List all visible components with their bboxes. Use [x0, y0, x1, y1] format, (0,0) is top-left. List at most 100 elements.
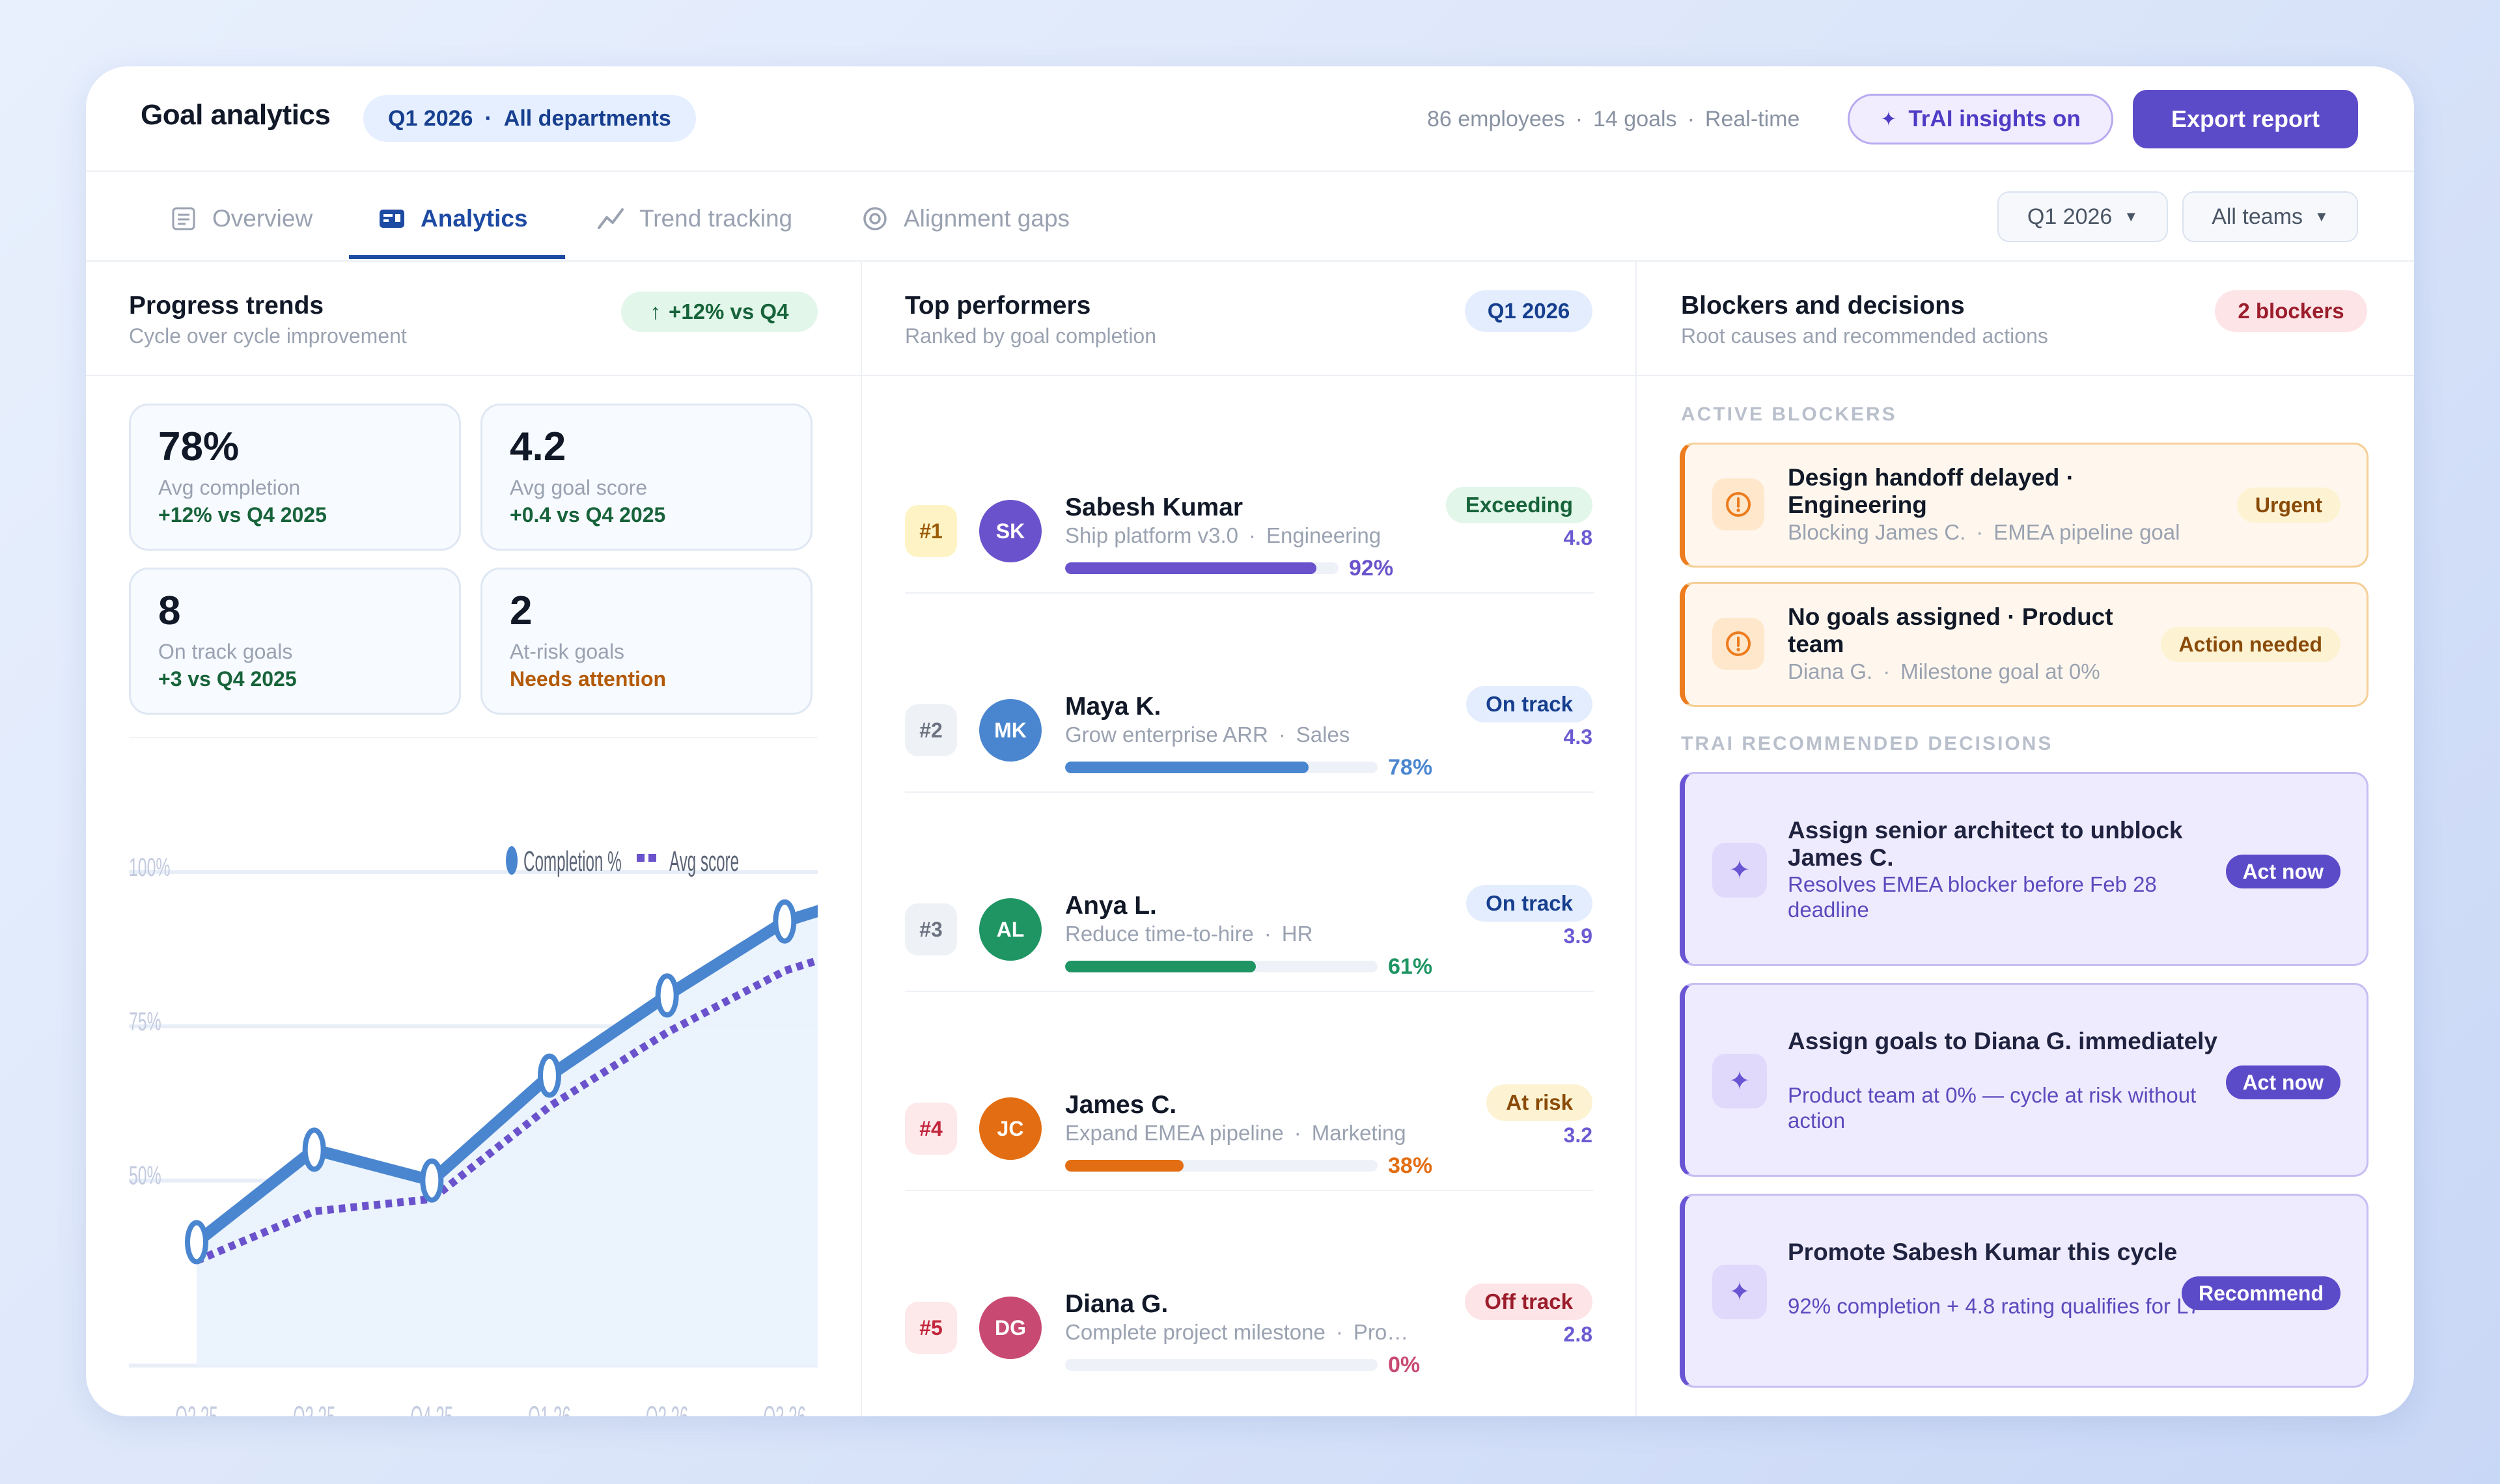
avatar: DG	[979, 1297, 1042, 1359]
blocker-detail: Diana G. · Milestone goal at 0%	[1788, 659, 2100, 684]
performer-name: Maya K.	[1065, 693, 1161, 721]
goal-text: Complete project milestone	[1065, 1320, 1326, 1344]
arrow-up-icon: ↑	[650, 299, 661, 323]
stat-value: 2	[510, 588, 533, 633]
tab-trend-tracking[interactable]: Trend tracking	[596, 200, 792, 237]
row-divider	[905, 791, 1594, 793]
meta-separator: ·	[1575, 107, 1583, 131]
blocker-person: Blocking James C.	[1788, 520, 1966, 544]
recommend-button[interactable]: Recommend	[2181, 1276, 2340, 1310]
chevron-down-icon: ▼	[2314, 208, 2329, 225]
page-title: Goal analytics	[141, 99, 331, 131]
period-value: Q1 2026	[2027, 204, 2113, 229]
progress-title: Progress trends	[129, 292, 324, 320]
urgency-tag: Urgent	[2236, 488, 2340, 523]
stat-value: 78%	[158, 424, 240, 469]
stat-avg-completion: 78% Avg completion +12% vs Q4 2025	[129, 404, 461, 551]
tab-label: Analytics	[421, 205, 528, 232]
active-blockers-label: ACTIVE BLOCKERS	[1681, 404, 1897, 425]
performer-goal: Grow enterprise ARR · Sales	[1065, 722, 1350, 747]
progress-percent: 78%	[1388, 755, 1433, 780]
tab-alignment-gaps[interactable]: Alignment gaps	[861, 200, 1070, 237]
rank-badge: #4	[905, 1103, 957, 1155]
legend-label-avg-score: Avg score	[669, 845, 739, 877]
avatar: SK	[979, 500, 1042, 562]
trai-insights-toggle[interactable]: ✦ TrAI insights on	[1848, 94, 2113, 144]
detail-separator: ·	[1976, 520, 1984, 544]
status-badge: Exceeding	[1445, 487, 1592, 523]
rank-badge: #5	[905, 1302, 957, 1354]
performers-title: Top performers	[905, 292, 1091, 320]
completion-point	[302, 1127, 326, 1172]
act-now-button[interactable]: Act now	[2225, 1065, 2340, 1099]
improvement-badge-label: +12% vs Q4	[669, 299, 789, 323]
goal-text: Expand EMEA pipeline	[1065, 1121, 1284, 1145]
x-tick-label: Q2 25	[175, 1401, 217, 1416]
goal-separator: ·	[1248, 523, 1256, 547]
period-select[interactable]: Q1 2026 ▼	[1997, 191, 2168, 242]
blocker-card[interactable]: No goals assigned · Product team Diana G…	[1680, 582, 2368, 707]
goal-count: 14 goals	[1593, 107, 1677, 131]
progress-percent: 38%	[1388, 1153, 1433, 1178]
sparkle-icon: ✦	[1712, 1265, 1767, 1319]
progress-fill	[1065, 1160, 1184, 1172]
goal-score: 3.2	[1563, 1123, 1592, 1147]
header-divider	[86, 171, 2414, 172]
tab-analytics[interactable]: Analytics	[378, 200, 528, 237]
completion-point	[420, 1158, 444, 1203]
x-tick-label: Q3 25	[293, 1401, 335, 1416]
progress-fill	[1065, 562, 1317, 574]
employee-count: 86 employees	[1427, 107, 1565, 131]
x-tick-label: Q2 26	[646, 1401, 688, 1416]
performers-subtitle: Ranked by goal completion	[905, 324, 1157, 348]
decision-detail: Resolves EMEA blocker before Feb 28 dead…	[1788, 872, 2157, 922]
decision-detail: 92% completion + 4.8 rating qualifies fo…	[1788, 1294, 2201, 1318]
trend-icon	[596, 204, 625, 233]
scope-pill[interactable]: Q1 2026 · All departments	[363, 95, 696, 142]
team-select[interactable]: All teams ▼	[2182, 191, 2358, 242]
act-now-button[interactable]: Act now	[2225, 855, 2340, 888]
team-value: All teams	[2212, 204, 2303, 229]
goal-separator: ·	[1264, 922, 1271, 946]
department: Engineering	[1266, 523, 1382, 547]
avatar: AL	[979, 898, 1042, 961]
avatar: MK	[979, 699, 1042, 762]
completion-point	[185, 1220, 208, 1265]
decision-card[interactable]: ✦ Promote Sabesh Kumar this cycle 92% co…	[1680, 1194, 2368, 1388]
rank-badge: #1	[905, 505, 957, 557]
completion-point	[773, 899, 797, 944]
goal-text: Ship platform v3.0	[1065, 523, 1238, 547]
progress-fill	[1065, 961, 1256, 972]
stat-label: On track goals	[158, 640, 293, 663]
progress-bar	[1065, 762, 1378, 773]
tab-overview[interactable]: Overview	[169, 200, 312, 237]
status-badge: On track	[1466, 885, 1592, 922]
stat-value: 8	[158, 588, 181, 633]
analytics-icon	[378, 204, 406, 233]
chevron-down-icon: ▼	[2124, 208, 2139, 225]
stat-delta: +3 vs Q4 2025	[158, 667, 297, 691]
performer-name: Sabesh Kumar	[1065, 493, 1243, 521]
blocker-count-badge: 2 blockers	[2215, 290, 2367, 332]
performers-period-badge: Q1 2026	[1465, 290, 1592, 332]
status-badge: At risk	[1486, 1084, 1592, 1121]
improvement-badge: ↑ +12% vs Q4	[621, 292, 818, 332]
tabs-divider	[86, 260, 2414, 262]
tab-label: Alignment gaps	[904, 205, 1070, 232]
decision-card[interactable]: ✦ Assign senior architect to unblock Jam…	[1680, 772, 2368, 966]
goal-text: Reduce time-to-hire	[1065, 922, 1254, 946]
progress-bar	[1065, 1359, 1378, 1371]
stat-delta: Needs attention	[510, 667, 667, 691]
blocker-person: Diana G.	[1788, 659, 1873, 683]
blockers-title: Blockers and decisions	[1681, 292, 1965, 320]
export-report-button[interactable]: Export report	[2133, 90, 2358, 148]
scope-team: All departments	[503, 105, 671, 131]
performer-name: James C.	[1065, 1091, 1177, 1119]
status-badge: On track	[1466, 686, 1592, 722]
rank-badge: #2	[905, 704, 957, 756]
completion-point	[538, 1053, 561, 1098]
progress-bar	[1065, 1160, 1378, 1172]
blocker-card[interactable]: Design handoff delayed · Engineering Blo…	[1680, 443, 2368, 568]
decision-card[interactable]: ✦ Assign goals to Diana G. immediately P…	[1680, 983, 2368, 1177]
progress-percent: 61%	[1388, 954, 1433, 979]
